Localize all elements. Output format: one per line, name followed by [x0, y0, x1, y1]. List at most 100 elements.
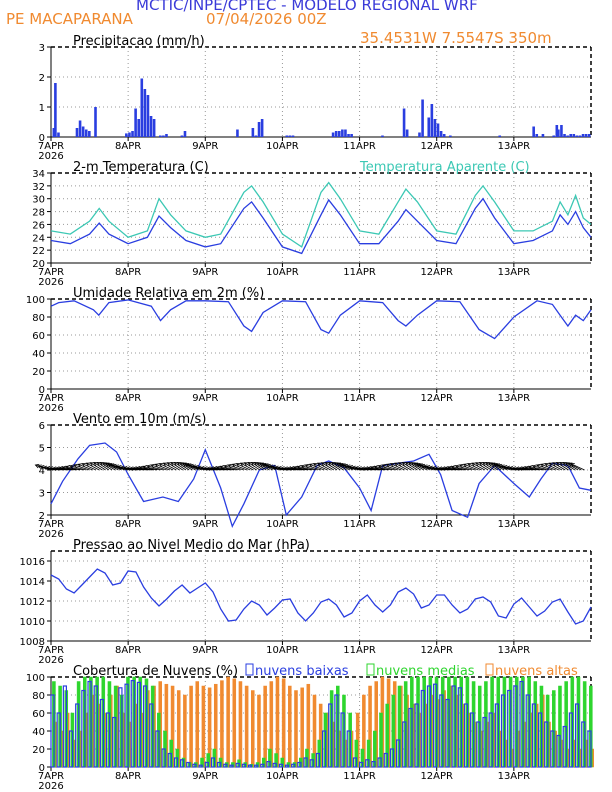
x-tick-label: 7APR: [38, 771, 64, 782]
wind-arrow-head: [231, 463, 237, 468]
low-cloud-bar: [420, 689, 425, 768]
wind-arrow-head: [428, 465, 433, 471]
precip-bar: [430, 104, 434, 137]
wind-arrow-head: [304, 463, 310, 469]
precip-bar: [557, 129, 560, 137]
y-tick-label: 1008: [20, 637, 45, 648]
precip-bar: [131, 131, 134, 137]
y-tick-label: 40: [32, 727, 45, 738]
precip-bar: [54, 83, 57, 137]
wind-arrow-head: [390, 462, 395, 468]
precip-bar: [94, 107, 97, 137]
wind-arrow-head: [191, 464, 197, 469]
precip-bar: [566, 135, 569, 137]
x-tick-label: 13APR: [498, 393, 531, 404]
y-tick-label: 2: [39, 511, 45, 522]
x-tick-label: 9APR: [192, 393, 218, 404]
y-tick-label: 20: [32, 745, 45, 756]
wind-arrow-head: [289, 465, 295, 471]
precip-bar: [347, 134, 350, 137]
y-tick-label: 40: [32, 349, 45, 360]
x-year-label: 2026: [38, 403, 63, 414]
wind-arrow-head: [328, 461, 333, 467]
low-cloud-bar: [99, 698, 105, 768]
low-cloud-bar: [68, 730, 74, 768]
precip-bar: [344, 129, 347, 137]
low-cloud-bar: [365, 759, 370, 768]
wind-arrow-head: [162, 462, 168, 467]
wind-arrow: [143, 466, 161, 471]
wind-arrow: [100, 462, 113, 471]
pressure-line: [50, 568, 592, 625]
wind-arrow: [540, 463, 556, 471]
precip-bar: [405, 129, 409, 137]
panel-title: 2-m Temperatura (C): [73, 160, 209, 175]
wind-arrow: [536, 464, 553, 471]
wind-arrow-head: [166, 462, 172, 467]
wind-arrow-head: [243, 462, 249, 467]
panel-title: Pressao ao Nivel Medio do Mar (hPa): [73, 538, 310, 553]
wind-arrow: [386, 463, 402, 471]
legend-swatch: [485, 663, 494, 676]
x-tick-label: 7APR: [38, 519, 64, 530]
precip-bar: [578, 135, 582, 137]
precip-bar: [337, 131, 341, 137]
wind-arrow-head: [385, 463, 391, 468]
panel-title: Cobertura de Nuvens (%): [73, 664, 238, 679]
wind-arrow-head: [37, 464, 42, 469]
wind-arrow-head: [125, 466, 131, 471]
wind-arrow: [325, 462, 338, 471]
precip-bar: [128, 132, 131, 137]
x-tick-label: 11APR: [343, 141, 376, 152]
wind-arrow-head: [142, 465, 148, 470]
wind-arrow-head: [556, 462, 561, 467]
wind-arrow: [475, 462, 489, 471]
wind-arrow-head: [266, 463, 271, 469]
low-cloud-bar: [229, 764, 234, 768]
wind-arrow-head: [478, 462, 484, 467]
wind-arrow-head: [263, 463, 269, 468]
precip-bar: [140, 78, 144, 137]
wind-arrow-head: [146, 464, 152, 469]
x-tick-label: 10APR: [266, 771, 299, 782]
wind-arrow-head: [135, 465, 141, 471]
wind-arrow-head: [286, 466, 292, 471]
wind-arrow: [374, 466, 392, 471]
legend-label: nuvens medias: [376, 664, 475, 679]
x-tick-label: 10APR: [266, 141, 299, 152]
wind-arrow-head: [366, 465, 372, 471]
wind-arrow: [459, 464, 476, 471]
y-tick-label: 6: [39, 421, 45, 432]
wind-arrow: [224, 465, 241, 471]
precip-bar: [584, 134, 588, 137]
wind-arrow: [367, 467, 386, 471]
x-tick-label: 12APR: [420, 771, 453, 782]
x-tick-label: 10APR: [266, 519, 299, 530]
wind-arrow-head: [96, 461, 102, 467]
wind-arrow: [254, 462, 267, 471]
wind-arrow: [66, 466, 84, 471]
low-cloud-bar: [235, 762, 240, 768]
wind-arrow: [236, 463, 251, 471]
precip-bar: [569, 134, 572, 137]
wind-arrow: [139, 466, 158, 471]
wind-arrow-head: [497, 463, 503, 469]
wind-arrow: [167, 462, 180, 471]
wind-arrow: [257, 462, 270, 471]
legend-label: nuvens baixas: [255, 664, 349, 679]
wind-arrow: [321, 462, 335, 471]
low-cloud-bar: [87, 680, 92, 768]
wind-arrow-head: [320, 462, 326, 467]
wind-arrow-head: [109, 463, 115, 468]
wind-arrow-head: [559, 461, 565, 467]
wind-arrow: [455, 465, 473, 471]
wind-arrow-head: [54, 466, 60, 471]
wind-arrow-head: [193, 465, 199, 470]
low-cloud-bar: [56, 712, 61, 768]
wind-arrow-head: [490, 462, 496, 467]
wind-arrow-head: [138, 465, 144, 471]
wind-arrow-head: [104, 462, 110, 467]
high-cloud-bar: [238, 681, 243, 768]
precip-bar: [180, 135, 184, 137]
wind-arrow-head: [405, 461, 410, 467]
